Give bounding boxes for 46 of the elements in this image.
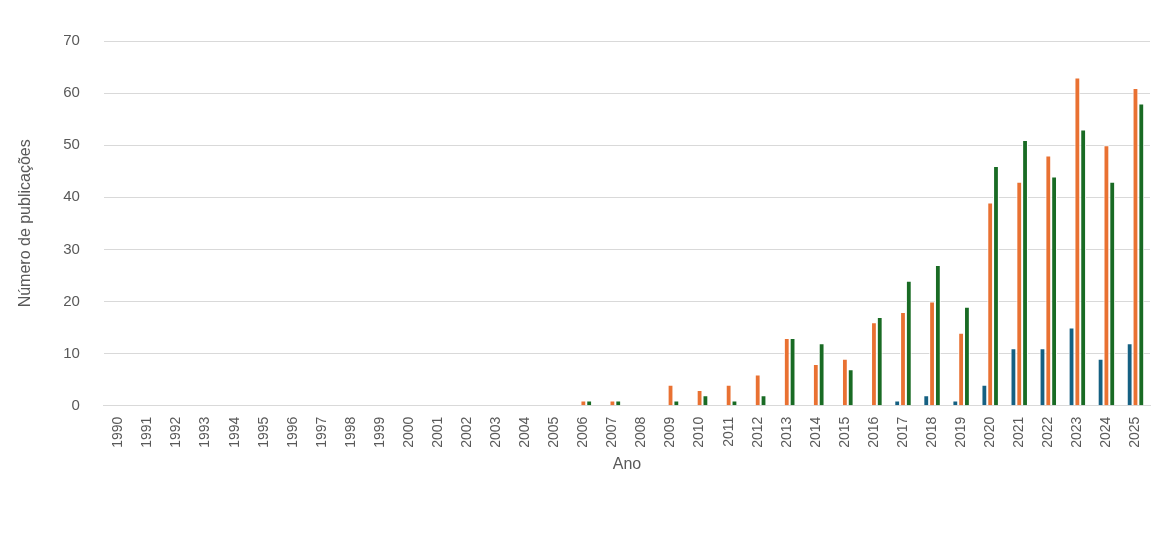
x-tick-label: 1991 bbox=[138, 416, 155, 448]
x-tick-label: 2010 bbox=[690, 416, 707, 448]
x-tick-label: 2019 bbox=[951, 416, 968, 448]
x-tick-label: 2021 bbox=[1010, 416, 1027, 448]
x-tick-label: 2004 bbox=[516, 416, 533, 448]
x-tick-label: 2007 bbox=[603, 416, 620, 448]
y-tick-label: 10 bbox=[63, 343, 80, 361]
x-tick-label: 1995 bbox=[254, 416, 271, 448]
x-tick-label: 2002 bbox=[457, 416, 474, 448]
x-tick-label: 2024 bbox=[1097, 416, 1114, 448]
x-tick-label: 1998 bbox=[341, 416, 358, 448]
x-tick-label: 2022 bbox=[1039, 416, 1056, 448]
x-tick-label: 2017 bbox=[893, 416, 910, 448]
y-tick-label: 70 bbox=[63, 31, 80, 49]
y-tick-label: 40 bbox=[63, 187, 80, 205]
x-tick-label: 1996 bbox=[283, 416, 300, 448]
x-tick-label: 2014 bbox=[806, 416, 823, 448]
x-tick-label: 1992 bbox=[167, 416, 184, 448]
x-tick-label: 2016 bbox=[864, 416, 881, 448]
y-tick-label: 0 bbox=[71, 395, 80, 413]
y-tick-label: 50 bbox=[63, 135, 80, 153]
x-tick-label: 2003 bbox=[487, 416, 504, 448]
y-tick-label: 20 bbox=[63, 291, 80, 309]
x-tick-label: 2018 bbox=[922, 416, 939, 448]
x-tick-label: 2025 bbox=[1126, 416, 1143, 448]
x-tick-label: 1994 bbox=[225, 416, 242, 448]
x-tick-label: 2000 bbox=[399, 416, 416, 448]
x-axis-title: Ano bbox=[612, 454, 642, 472]
x-tick-label: 1999 bbox=[370, 416, 387, 448]
x-tick-label: 2009 bbox=[661, 416, 678, 448]
x-tick-label: 2008 bbox=[632, 416, 649, 448]
x-tick-label: 1993 bbox=[196, 416, 213, 448]
x-tick-label: 2015 bbox=[835, 416, 852, 448]
y-tick-label: 30 bbox=[63, 239, 80, 257]
x-tick-label: 2006 bbox=[574, 416, 591, 448]
x-tick-label: 2001 bbox=[428, 416, 445, 448]
x-tick-label: 2020 bbox=[981, 416, 998, 448]
x-tick-label: 2011 bbox=[719, 416, 736, 447]
x-tick-label: 1990 bbox=[109, 416, 126, 448]
x-tick-label: 2013 bbox=[777, 416, 794, 448]
x-tick-label: 2012 bbox=[748, 416, 765, 448]
x-tick-label: 1997 bbox=[312, 416, 329, 448]
y-axis-title: Número de publicações bbox=[16, 139, 34, 308]
y-tick-label: 60 bbox=[63, 83, 80, 101]
x-tick-label: 2023 bbox=[1068, 416, 1085, 448]
x-tick-label: 2005 bbox=[545, 416, 562, 448]
